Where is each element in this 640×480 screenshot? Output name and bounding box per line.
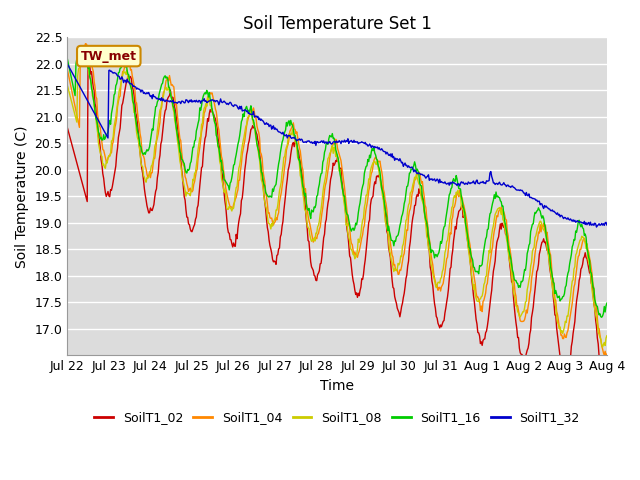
SoilT1_16 (573, 225, 581, 230)
SoilT1_02 (573, 293, 581, 299)
SoilT1_32 (593, 224, 600, 230)
Line: SoilT1_08: SoilT1_08 (67, 56, 607, 347)
SoilT1_04 (325, 163, 333, 168)
SoilT1_32 (280, 132, 287, 137)
SoilT1_32 (253, 114, 261, 120)
SoilT1_02 (84, 59, 92, 64)
SoilT1_16 (232, 152, 240, 157)
SoilT1_16 (254, 145, 262, 151)
SoilT1_32 (92, 113, 100, 119)
SoilT1_16 (78, 43, 86, 49)
SoilT1_32 (603, 222, 611, 228)
SoilT1_32 (324, 139, 332, 145)
SoilT1_02 (603, 392, 611, 398)
SoilT1_02 (63, 124, 71, 130)
SoilT1_08 (325, 155, 333, 160)
SoilT1_08 (79, 53, 87, 59)
SoilT1_08 (232, 185, 240, 191)
SoilT1_32 (63, 61, 71, 67)
X-axis label: Time: Time (320, 379, 354, 393)
SoilT1_02 (254, 137, 262, 143)
SoilT1_04 (573, 259, 581, 264)
SoilT1_02 (281, 200, 289, 206)
SoilT1_16 (598, 314, 605, 320)
SoilT1_08 (598, 344, 606, 350)
SoilT1_04 (600, 352, 608, 358)
SoilT1_32 (232, 102, 239, 108)
SoilT1_08 (281, 154, 289, 159)
Line: SoilT1_02: SoilT1_02 (67, 61, 607, 395)
SoilT1_08 (93, 124, 100, 130)
Line: SoilT1_32: SoilT1_32 (67, 64, 607, 227)
SoilT1_02 (325, 195, 333, 201)
SoilT1_16 (603, 300, 611, 306)
Legend: SoilT1_02, SoilT1_04, SoilT1_08, SoilT1_16, SoilT1_32: SoilT1_02, SoilT1_04, SoilT1_08, SoilT1_… (90, 406, 585, 429)
Y-axis label: Soil Temperature (C): Soil Temperature (C) (15, 125, 29, 267)
SoilT1_16 (325, 136, 333, 142)
SoilT1_04 (63, 66, 71, 72)
SoilT1_02 (93, 118, 100, 124)
SoilT1_16 (93, 118, 100, 123)
SoilT1_08 (254, 146, 262, 152)
SoilT1_02 (232, 231, 240, 237)
SoilT1_08 (603, 333, 611, 339)
SoilT1_08 (573, 246, 581, 252)
Line: SoilT1_04: SoilT1_04 (67, 44, 607, 355)
Title: Soil Temperature Set 1: Soil Temperature Set 1 (243, 15, 431, 33)
Line: SoilT1_16: SoilT1_16 (67, 46, 607, 317)
SoilT1_04 (93, 96, 100, 101)
SoilT1_04 (232, 194, 240, 200)
SoilT1_08 (63, 82, 71, 88)
SoilT1_04 (254, 127, 262, 132)
SoilT1_16 (281, 129, 289, 135)
SoilT1_04 (281, 163, 289, 169)
SoilT1_04 (82, 41, 90, 47)
SoilT1_32 (573, 218, 580, 224)
SoilT1_04 (603, 351, 611, 357)
SoilT1_16 (63, 56, 71, 61)
Text: TW_met: TW_met (81, 49, 137, 62)
